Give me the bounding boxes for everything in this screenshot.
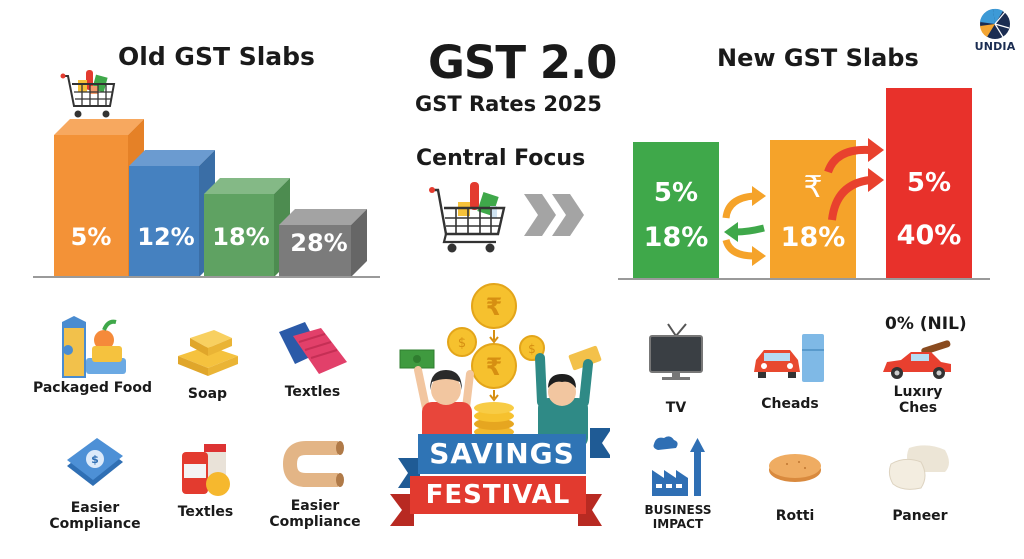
fabric-icon (278, 322, 347, 374)
item-label: Textles (177, 504, 234, 520)
central-focus-label: Central Focus (416, 146, 586, 171)
item-textiles-jars: Textles (168, 440, 243, 520)
item-label: Soap (187, 386, 228, 402)
item-label-line1: Easier (70, 500, 120, 516)
juice-carton-icon (61, 316, 126, 378)
old-slab-bar-12: 12% (129, 150, 215, 277)
item-label: Cheads (761, 396, 819, 412)
svg-text:$: $ (91, 453, 99, 466)
item-cheads: Cheads (750, 332, 830, 412)
jars-icon (181, 444, 230, 496)
savings-banner: SAVINGS (418, 434, 586, 474)
brand-logo: UNDIA (970, 8, 1020, 63)
swap-arrows-icon (722, 186, 766, 266)
shopping-cart-icon (60, 70, 116, 118)
item-label-line2: IMPACT (652, 516, 704, 531)
item-paneer: Paneer (882, 442, 958, 524)
item-label: TV (665, 400, 687, 416)
item-easier-compliance-pipe: Easier Compliance (265, 438, 365, 530)
old-slab-label: 28% (290, 229, 348, 257)
new-chart-baseline (618, 278, 990, 280)
new-slab-line1: 5% (653, 178, 699, 208)
item-label: Luxıry Ches (878, 384, 958, 416)
item-label: BUSINESS IMPACT (638, 503, 718, 532)
paneer-icon (888, 445, 949, 490)
item-label: Easier Compliance (265, 498, 365, 530)
logo-globe-icon (980, 8, 1010, 39)
nil-rate-label: 0% (NIL) (885, 314, 967, 334)
old-slab-label: 5% (70, 223, 112, 251)
item-label: Packaged Food (32, 380, 153, 396)
festival-banner: FESTIVAL (410, 476, 586, 514)
item-label-line2: Compliance (49, 516, 141, 533)
item-label: Paneer (892, 508, 948, 524)
old-chart-baseline (33, 276, 380, 278)
old-slab-label: 18% (212, 223, 270, 251)
new-slabs-chart: 5% 18% ₹ 18% 5% 40% (600, 80, 1010, 280)
currency-notes-icon: $ (67, 438, 123, 486)
item-textiles-fabric: Textles (270, 318, 355, 400)
item-tv: TV (640, 322, 712, 416)
item-label-line1: BUSINESS (644, 503, 712, 517)
logo-text: UNDIA (974, 40, 1016, 53)
page-title: GST 2.0 (428, 36, 617, 89)
item-packaged-food: Packaged Food (30, 314, 155, 396)
new-slabs-title: New GST Slabs (717, 44, 919, 72)
item-luxury: Luxıry Ches (878, 340, 958, 416)
car-fridge-icon (754, 334, 824, 382)
soap-bar-icon (177, 330, 238, 376)
old-slabs-chart: 5% 12% 18% 28% (0, 0, 380, 290)
item-label-line2: Ches (898, 400, 938, 417)
svg-text:₹: ₹ (486, 293, 503, 321)
savings-festival-illustration: ₹ ₹ $ $ SAVINGS (380, 278, 610, 548)
old-slab-label: 12% (137, 223, 195, 251)
item-easier-compliance-notes: $ Easier Compliance (45, 436, 145, 532)
old-items-grid: Packaged Food Soap Textles $ Easie (0, 300, 380, 550)
svg-text:₹: ₹ (486, 353, 503, 381)
item-business-impact: BUSINESS IMPACT (638, 434, 718, 532)
page-subtitle: GST Rates 2025 (415, 92, 602, 116)
double-chevron-right-icon (524, 194, 584, 236)
new-slab-line2: 18% (643, 222, 709, 253)
old-slab-bar-28: 28% (279, 209, 367, 277)
increase-arrows-icon (824, 138, 884, 221)
item-label-line1: Easier (290, 498, 340, 514)
central-shopping-cart-icon (429, 182, 506, 253)
factory-growth-icon (652, 436, 705, 496)
item-label: Easier Compliance (45, 500, 145, 532)
item-label-line2: Compliance (269, 514, 361, 531)
new-slab-line1: 5% (906, 168, 952, 198)
new-slab-line2: 40% (896, 220, 962, 251)
svg-text:$: $ (458, 336, 466, 351)
new-slab-bar-orange: ₹ 18% (770, 140, 856, 278)
pipe-icon (282, 441, 344, 487)
svg-text:$: $ (528, 342, 536, 356)
item-soap: Soap (170, 322, 245, 402)
item-label: Rotti (775, 508, 815, 524)
celebration-people-coins-icon: ₹ ₹ $ $ (390, 283, 610, 526)
new-slab-bar-green: 5% 18% (633, 142, 719, 278)
new-slab-line2: 18% (780, 222, 846, 253)
item-label-line1: Luxıry (893, 384, 943, 400)
new-items-grid: TV Cheads 0% (NIL) Luxıry Ches (620, 300, 1024, 550)
new-slab-bar-red: 5% 40% (886, 88, 972, 278)
tv-icon (649, 323, 703, 380)
rupee-symbol: ₹ (803, 170, 823, 205)
item-label: Textles (284, 384, 341, 400)
item-rotti: Rotti (760, 448, 830, 524)
roti-icon (769, 454, 821, 482)
luxury-car-icon (883, 340, 951, 379)
old-slabs-title: Old GST Slabs (118, 42, 315, 71)
old-slab-bar-18: 18% (204, 178, 290, 277)
